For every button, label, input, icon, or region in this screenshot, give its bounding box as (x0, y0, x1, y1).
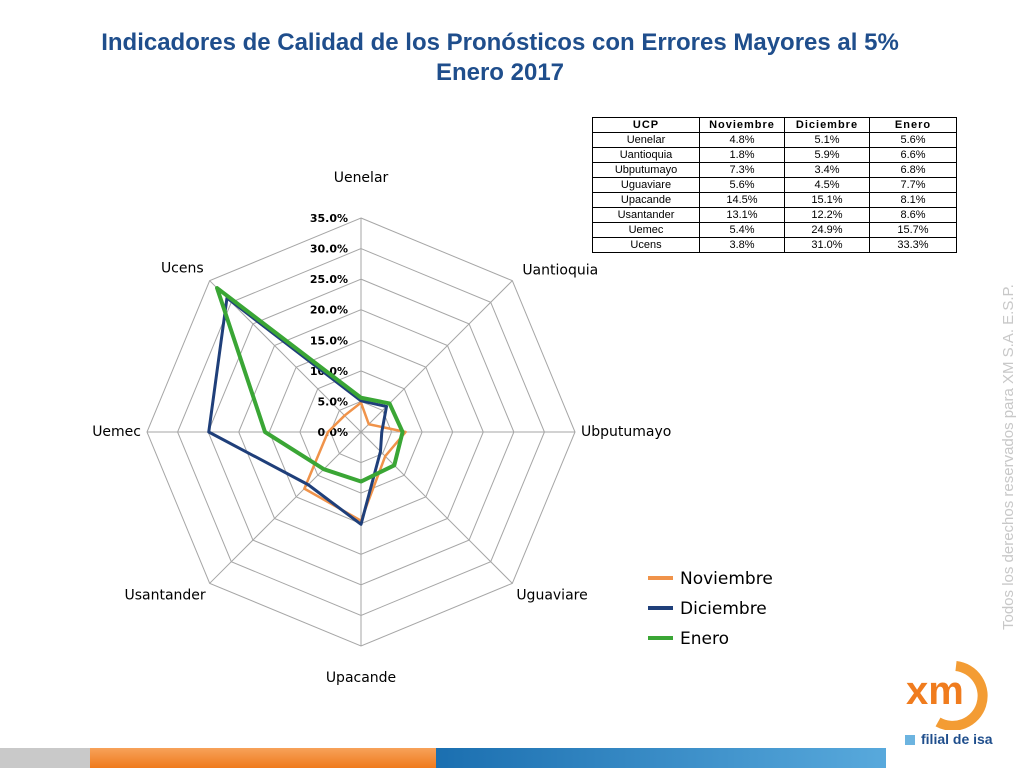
tick-label: 30.0% (310, 243, 348, 256)
table-row: Uantioquia 1.8% 5.9% 6.6% (592, 147, 957, 163)
table-row: Uguaviare 5.6% 4.5% 7.7% (592, 177, 957, 193)
table-cell: 1.8% (699, 147, 785, 163)
series-line (207, 296, 389, 526)
table-cell: 3.8% (699, 237, 785, 253)
category-label: Uguaviare (516, 587, 587, 603)
page-title: Indicadores de Calidad de los Pronóstico… (0, 28, 1000, 88)
logo-text: xm (906, 669, 964, 713)
table-cell: 7.3% (699, 162, 785, 178)
table-row: Ucens 3.8% 31.0% 33.3% (592, 237, 957, 253)
category-label: Usantander (124, 587, 205, 603)
axis-spoke (360, 280, 513, 433)
title-line-1: Indicadores de Calidad de los Pronóstico… (101, 29, 899, 56)
category-label: Uenelar (334, 170, 389, 186)
xm-logo: xm (906, 661, 988, 730)
legend-label: Enero (680, 629, 729, 649)
footer-bar-orange (90, 748, 436, 768)
title-line-2: Enero 2017 (435, 59, 565, 86)
brand-square-icon (905, 735, 915, 745)
table-cell: Ucens (592, 237, 700, 253)
category-label: Uantioquia (522, 263, 598, 279)
footer-bar-gray (0, 748, 90, 768)
legend-label: Noviembre (680, 569, 773, 589)
table-cell: Uguaviare (592, 177, 700, 193)
tick-label: 5.0% (317, 395, 348, 408)
data-table: UCP Noviembre Diciembre Enero Uenelar 4.8… (592, 117, 957, 253)
tick-label: 35.0% (310, 212, 348, 225)
category-label: Uemec (92, 424, 141, 440)
tick-label: 15.0% (310, 334, 348, 347)
table-cell: 33.3% (869, 237, 957, 253)
category-label: Upacande (326, 670, 396, 686)
table-cell: Ubputumayo (592, 162, 700, 178)
axis-spoke (209, 431, 362, 584)
brand-text: filial de isa (921, 731, 993, 747)
tick-label: 25.0% (310, 273, 348, 286)
legend-label: Diciembre (680, 599, 767, 619)
copyright-text: Todos los derechos reservados para XM S.… (1000, 284, 1017, 630)
tick-label: 20.0% (310, 304, 348, 317)
table-cell: 31.0% (784, 237, 870, 253)
logo-arc (935, 661, 988, 730)
footer-bar-blue (436, 748, 886, 768)
table-header-row: UCP Noviembre Diciembre Enero (592, 117, 957, 133)
category-label: Ucens (161, 261, 204, 277)
table-cell: Uantioquia (592, 147, 700, 163)
category-label: Ubputumayo (581, 424, 671, 440)
brand-label: filial de isa (905, 731, 993, 747)
table-header-enero: Enero (869, 117, 957, 133)
series-line (215, 286, 405, 484)
axis-spoke (360, 431, 513, 584)
